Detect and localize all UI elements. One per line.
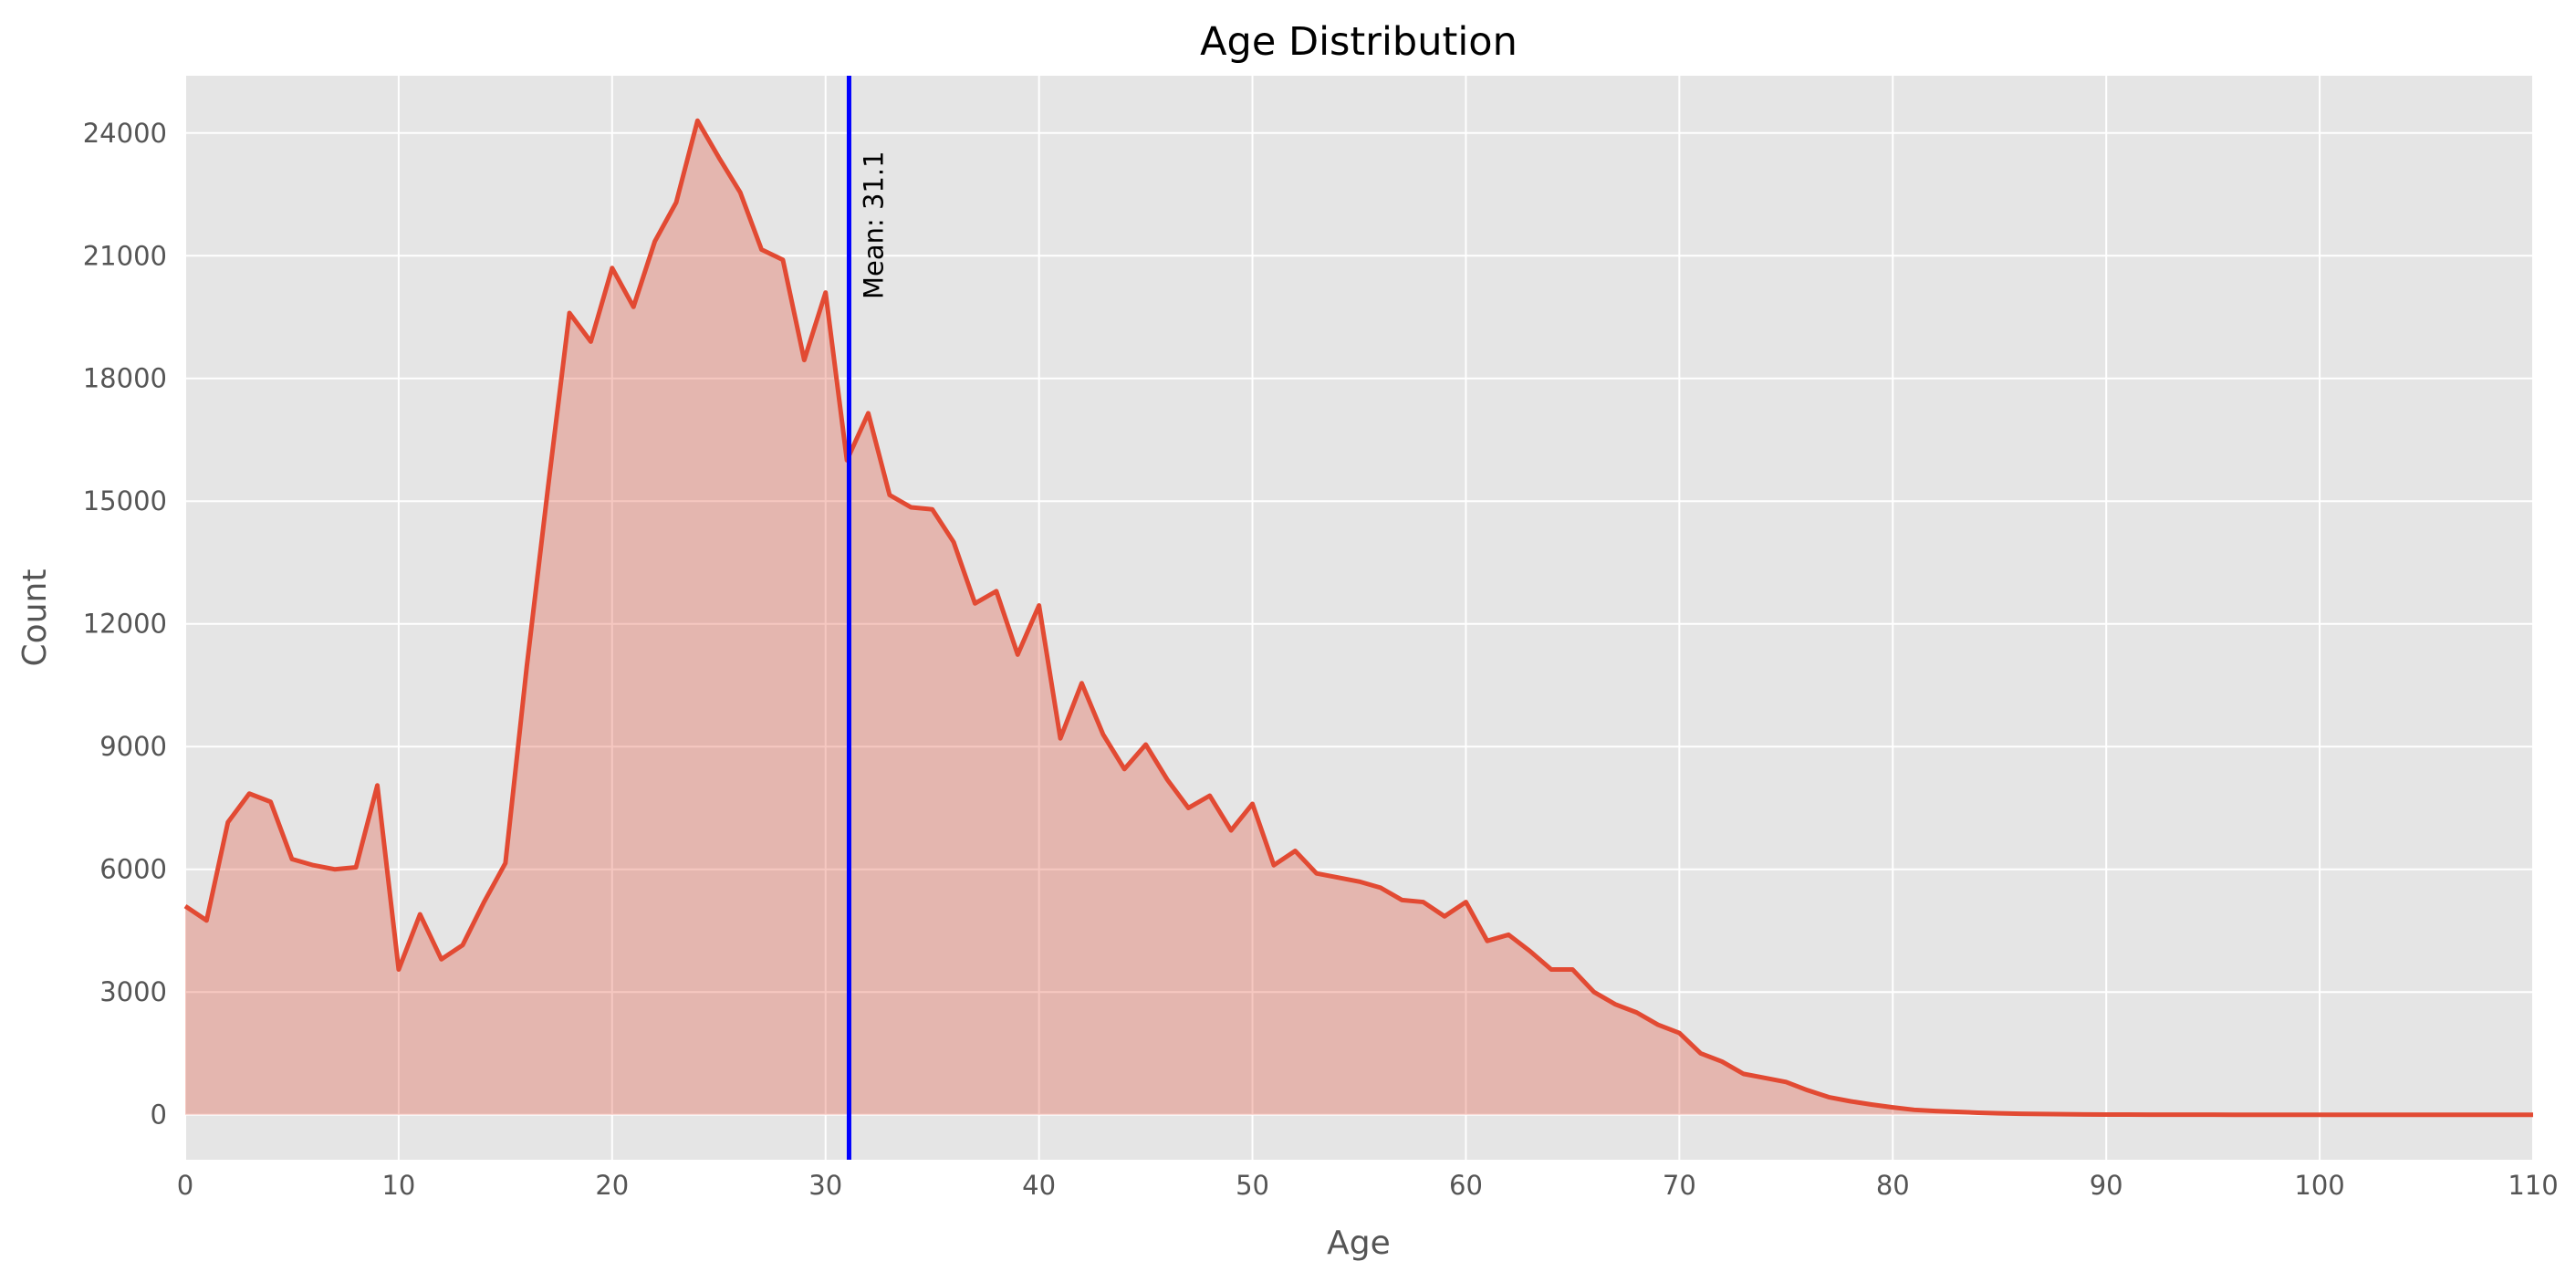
grid — [184, 76, 2534, 1160]
y-tick-label: 15000 — [83, 485, 167, 516]
y-tick-label: 21000 — [83, 240, 167, 271]
x-tick-label: 0 — [177, 1170, 193, 1201]
x-tick-label: 110 — [2508, 1170, 2558, 1201]
series-line — [183, 118, 2533, 1118]
x-tick-label: 100 — [2294, 1170, 2344, 1201]
x-tick-label: 30 — [808, 1170, 842, 1201]
area-fill — [185, 120, 2533, 1115]
y-tick-label: 24000 — [83, 118, 167, 149]
x-tick-label: 90 — [2090, 1170, 2123, 1201]
y-axis-label: Count — [16, 569, 54, 667]
mean-layer: Mean: 31.1 — [846, 76, 889, 1160]
area-layer — [183, 118, 2533, 1118]
x-tick-label: 80 — [1876, 1170, 1910, 1201]
x-tick-label: 40 — [1022, 1170, 1056, 1201]
x-tick-label: 20 — [595, 1170, 629, 1201]
x-tick-label: 60 — [1449, 1170, 1483, 1201]
x-tick-label: 50 — [1236, 1170, 1269, 1201]
y-tick-label: 0 — [151, 1100, 167, 1131]
y-tick-label: 18000 — [83, 363, 167, 394]
x-tick-label: 70 — [1663, 1170, 1696, 1201]
y-tick-label: 3000 — [99, 976, 167, 1007]
y-tick-label: 9000 — [99, 731, 167, 762]
chart-title: Age Distribution — [1200, 19, 1517, 65]
mean-annotation: Mean: 31.1 — [858, 151, 889, 299]
x-tick-label: 10 — [381, 1170, 415, 1201]
tick-labels: 0 10 20 30 40 50 60 70 80 90 100 110 0 3000 6000 9000 12… — [83, 118, 2559, 1201]
y-tick-label: 12000 — [83, 609, 167, 640]
y-tick-label: 6000 — [99, 854, 167, 885]
x-axis-label: Age — [1327, 1225, 1391, 1262]
